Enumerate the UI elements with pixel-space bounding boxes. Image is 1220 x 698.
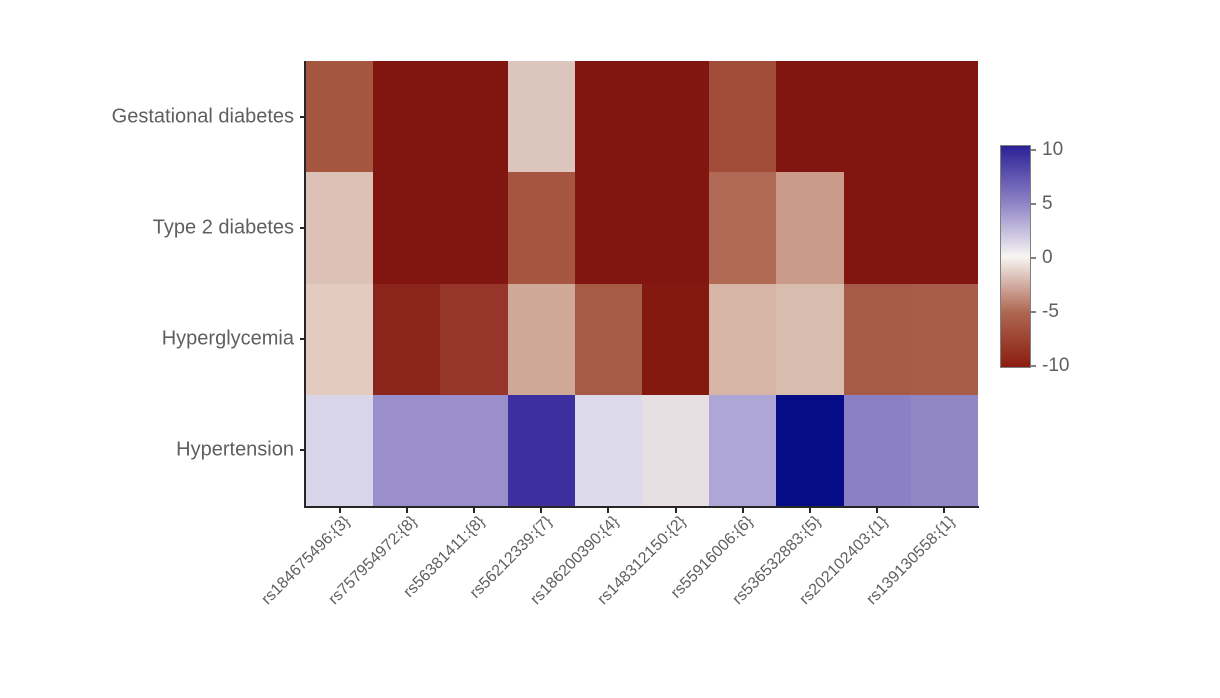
- heatmap-cell: [507, 61, 575, 173]
- heatmap-cell: [776, 61, 844, 173]
- heatmap-cell: [709, 172, 777, 284]
- heatmap-cell: [843, 283, 911, 395]
- heatmap-cell: [574, 283, 642, 395]
- colorbar-tick-label: -10: [1042, 355, 1070, 376]
- x-axis-line: [304, 506, 979, 508]
- heatmap-cell: [641, 172, 710, 284]
- heatmap-cell: [440, 283, 508, 395]
- y-axis-label: Hypertension: [176, 438, 294, 461]
- heatmap-cell: [910, 172, 978, 284]
- heatmap-cell: [910, 61, 978, 173]
- y-axis-label: Type 2 diabetes: [152, 216, 294, 239]
- heatmap-cell: [910, 283, 978, 395]
- heatmap-cell: [709, 283, 777, 395]
- y-axis-tick: [300, 338, 305, 341]
- colorbar-tick: [1031, 311, 1036, 313]
- heatmap-cell: [574, 394, 642, 506]
- colorbar: [1000, 145, 1031, 368]
- heatmap-cell: [373, 61, 441, 173]
- x-axis-tick: [741, 508, 744, 513]
- colorbar-tick: [1031, 149, 1036, 151]
- y-axis-label: Gestational diabetes: [111, 105, 294, 128]
- heatmap-cell: [306, 283, 374, 395]
- heatmap-cell: [641, 283, 710, 395]
- heatmap-cell: [507, 283, 575, 395]
- heatmap-cell: [306, 394, 374, 506]
- x-axis-tick: [473, 508, 475, 513]
- colorbar-tick-label: -5: [1042, 301, 1059, 322]
- heatmap-cell: [641, 394, 710, 506]
- heatmap-cell: [574, 61, 642, 173]
- heatmap-cell: [306, 61, 374, 173]
- heatmap-grid: [306, 61, 978, 506]
- colorbar-tick: [1031, 203, 1036, 205]
- y-axis-tick: [300, 449, 305, 452]
- heatmap-cell: [776, 172, 844, 284]
- heatmap-cell: [843, 172, 911, 284]
- heatmap-cell: [776, 394, 844, 506]
- y-axis-line: [304, 61, 306, 507]
- heatmap-cell: [373, 172, 441, 284]
- heatmap-cell: [843, 394, 911, 506]
- x-axis-tick: [674, 508, 677, 513]
- y-axis-label: Hyperglycemia: [161, 327, 294, 350]
- x-axis-tick: [943, 508, 946, 513]
- heatmap-cell: [306, 172, 374, 284]
- heatmap-cell: [507, 172, 575, 284]
- colorbar-tick-label: 10: [1042, 139, 1064, 160]
- x-axis-tick: [338, 508, 341, 513]
- heatmap-cell: [373, 394, 441, 506]
- x-axis-tick: [405, 508, 408, 513]
- heatmap-cell: [373, 283, 441, 395]
- colorbar-tick: [1031, 365, 1036, 367]
- heatmap-cell: [507, 394, 575, 506]
- y-axis-tick: [300, 226, 305, 229]
- heatmap-cell: [574, 172, 642, 284]
- x-axis-tick: [876, 508, 879, 513]
- x-axis-tick: [607, 508, 610, 513]
- x-axis-tick: [809, 508, 811, 513]
- heatmap-cell: [709, 61, 777, 173]
- heatmap-cell: [776, 283, 844, 395]
- x-axis-tick: [540, 508, 543, 513]
- colorbar-tick-label: 5: [1042, 193, 1053, 214]
- colorbar-tick: [1031, 257, 1036, 259]
- heatmap-cell: [440, 61, 508, 173]
- heatmap-cell: [440, 394, 508, 506]
- heatmap-cell: [440, 172, 508, 284]
- heatmap-cell: [843, 61, 911, 173]
- heatmap-cell: [910, 394, 978, 506]
- colorbar-tick-label: 0: [1042, 247, 1053, 268]
- y-axis-tick: [300, 115, 305, 118]
- heatmap-cell: [709, 394, 777, 506]
- heatmap-cell: [641, 61, 710, 173]
